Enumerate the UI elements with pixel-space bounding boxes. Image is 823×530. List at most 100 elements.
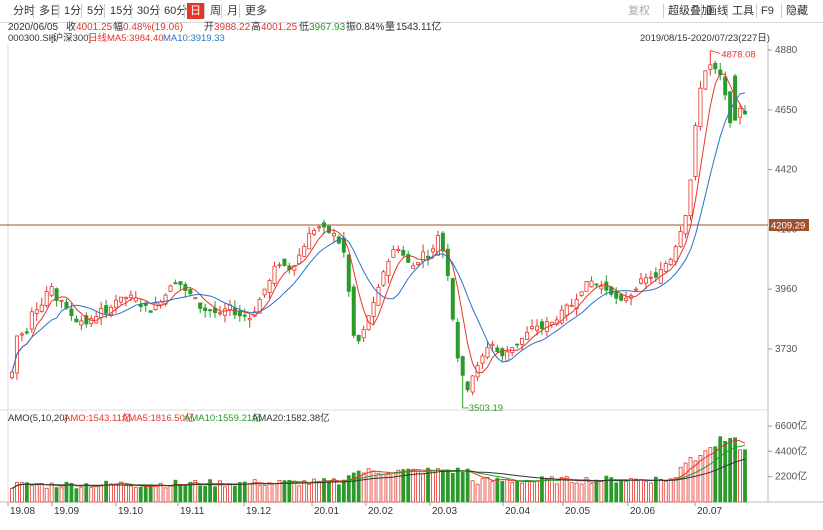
volume-bar xyxy=(733,437,737,503)
volume-bar xyxy=(114,483,118,503)
candle-body xyxy=(505,351,510,362)
quote-date: 2020/06/05 xyxy=(8,22,59,33)
candle-body xyxy=(445,248,450,276)
candle-body xyxy=(648,276,653,279)
volume-bar xyxy=(396,469,401,503)
volume-bar xyxy=(361,472,366,503)
date-tick-label: 20.03 xyxy=(432,506,457,517)
tab-period-5[interactable]: 30分 xyxy=(137,5,161,17)
tab-period-1[interactable]: 多日 xyxy=(39,5,61,17)
volume-bar xyxy=(29,484,34,503)
tab-period-10[interactable]: 更多 xyxy=(245,5,267,17)
volume-bar xyxy=(20,482,24,503)
high-value: 4001.25 xyxy=(261,22,298,33)
volume-bar xyxy=(242,481,247,503)
tab-period-9[interactable]: 月 xyxy=(227,5,238,17)
volume-bar xyxy=(133,486,138,503)
candle-body xyxy=(153,302,158,311)
candle-body xyxy=(376,286,381,306)
candle-body xyxy=(450,278,455,320)
toolbar-button-0[interactable]: 复权 xyxy=(628,5,650,17)
candle-body xyxy=(247,318,252,321)
volume-bar xyxy=(173,479,178,503)
candle-body xyxy=(34,309,39,314)
volume-bar xyxy=(292,480,297,503)
candle-body xyxy=(525,331,530,340)
candle-body xyxy=(297,254,302,265)
volume-bar xyxy=(138,486,143,503)
vol-title-amo: AMO:1543.11亿 xyxy=(64,412,131,424)
volume-bar xyxy=(124,485,128,503)
candle-body xyxy=(272,265,277,284)
candle-body xyxy=(460,356,465,376)
volume-bar xyxy=(168,485,173,503)
tab-period-8[interactable]: 周 xyxy=(210,5,221,17)
volume-bar xyxy=(332,478,336,503)
date-tick-label: 19.12 xyxy=(246,506,271,517)
volume-bar xyxy=(515,480,520,503)
volume-bar xyxy=(738,449,742,503)
volume-bar xyxy=(336,484,341,503)
toolbar-button-4[interactable]: F9 xyxy=(761,5,774,17)
volume-bar xyxy=(74,488,79,503)
toolbar-button-3[interactable]: 工具 xyxy=(732,5,754,17)
volume-bar xyxy=(688,457,693,503)
volume-bar xyxy=(644,480,648,503)
tab-separator xyxy=(239,4,240,18)
candle-body xyxy=(114,299,119,309)
volume-bar xyxy=(346,475,351,503)
candle-body xyxy=(406,254,411,263)
amp-label: 振 xyxy=(346,22,356,33)
candle-body xyxy=(282,258,287,266)
volume-bar xyxy=(366,468,371,503)
candle-body xyxy=(599,285,604,290)
volume-bar xyxy=(723,440,728,503)
date-tick-label: 20.02 xyxy=(368,506,393,517)
tab-period-2[interactable]: 1分 xyxy=(64,5,82,17)
vol-title-ama20: AMA20:1582.38亿 xyxy=(252,412,330,424)
candle-body xyxy=(465,381,470,391)
close-value: 4001.25 xyxy=(76,22,113,33)
volume-bar xyxy=(119,481,123,503)
toolbar-button-2[interactable]: 画线 xyxy=(706,5,728,17)
volume-bar xyxy=(158,482,163,503)
candle-body xyxy=(346,254,351,292)
candle-body xyxy=(624,297,629,301)
candle-body xyxy=(515,343,520,346)
volume-bar xyxy=(386,473,391,503)
candle-body xyxy=(326,225,331,233)
volume-bar xyxy=(490,481,495,503)
candle-body xyxy=(322,222,327,228)
volume-bar xyxy=(549,476,554,503)
candle-body xyxy=(653,272,658,278)
tab-period-3[interactable]: 5分 xyxy=(87,5,105,17)
tab-separator xyxy=(221,4,222,18)
candle-body xyxy=(485,347,490,358)
tab-period-6[interactable]: 60分 xyxy=(164,5,188,17)
volume-bar xyxy=(559,477,564,503)
candle-body xyxy=(604,281,609,291)
volume-bar xyxy=(193,480,198,503)
volume-bar xyxy=(500,480,505,503)
volume-bar xyxy=(703,450,708,503)
date-tick-label: 20.04 xyxy=(505,506,530,517)
vol-label: 量 xyxy=(385,22,395,33)
candle-body xyxy=(688,179,693,216)
volume-bar xyxy=(79,486,84,503)
volume-bar xyxy=(163,487,168,503)
candle-body xyxy=(193,297,198,300)
toolbar-button-5[interactable]: 隐藏 xyxy=(786,5,808,17)
volume-bar xyxy=(94,485,99,503)
volume-bar xyxy=(406,468,411,503)
candle-body xyxy=(128,294,133,298)
tab-separator xyxy=(131,4,132,18)
tab-period-0[interactable]: 分时 xyxy=(13,5,35,17)
volume-bar xyxy=(673,477,678,503)
volume-bar xyxy=(569,482,574,503)
tab-period-4[interactable]: 15分 xyxy=(110,5,134,17)
tab-period-7[interactable]: 日 xyxy=(187,3,204,19)
toolbar-separator xyxy=(756,4,757,18)
volume-bar xyxy=(668,478,673,503)
candle-body xyxy=(678,231,683,248)
